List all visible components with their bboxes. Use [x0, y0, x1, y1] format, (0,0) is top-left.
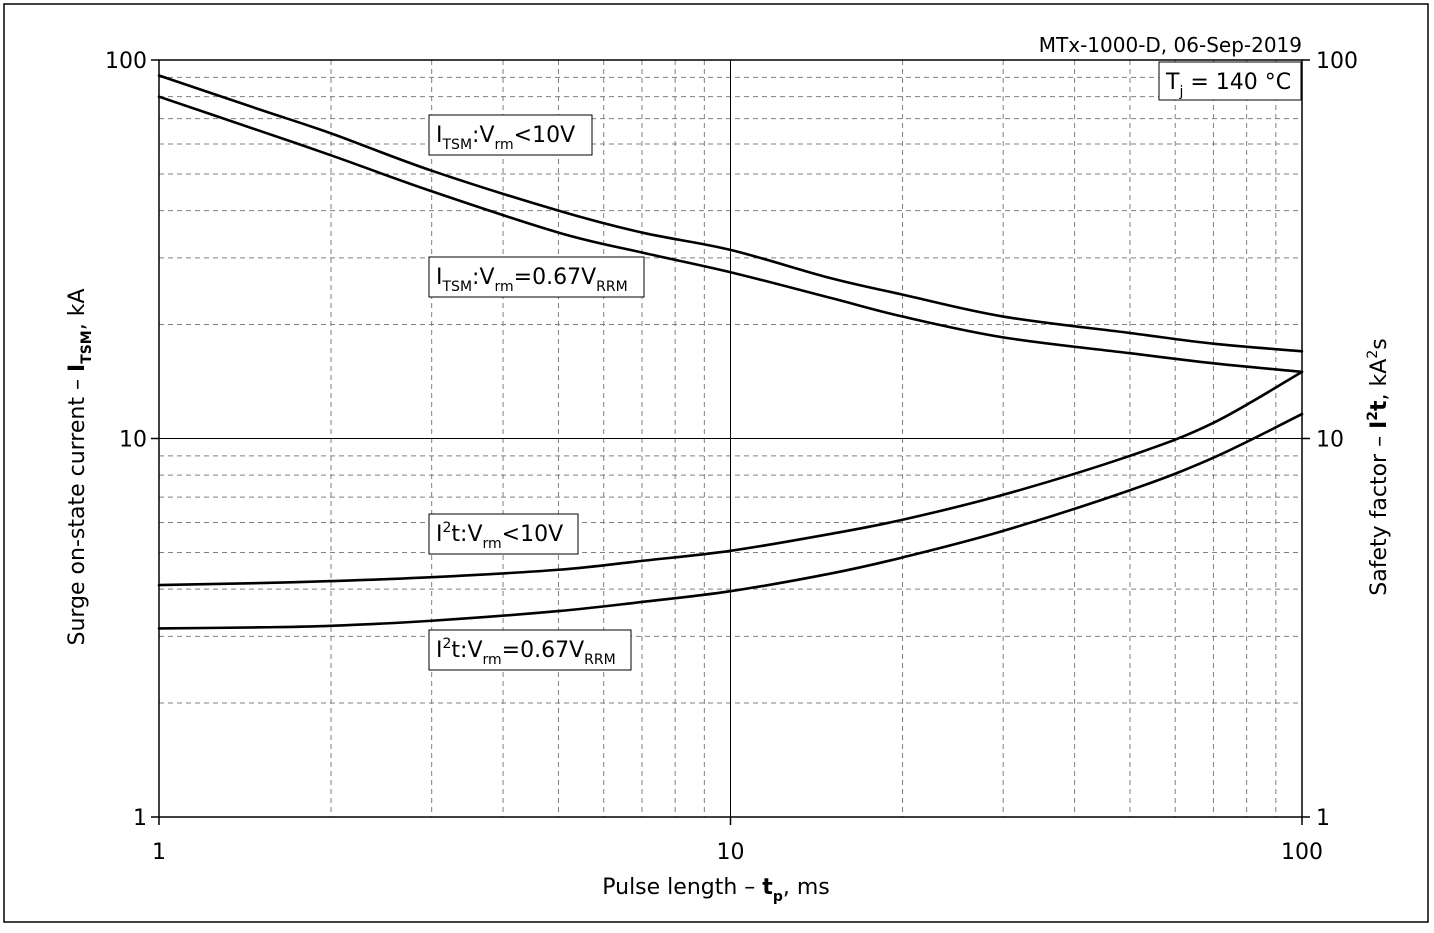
text-span: 2 — [1365, 411, 1381, 421]
y-axis-left-label: Surge on-state current – ITSM, kA — [65, 288, 95, 645]
series-i2t-vrm-lt-10v — [157, 370, 1304, 587]
text-span: 2 — [1365, 350, 1381, 359]
axis-ticks — [151, 59, 1310, 825]
series-label-box — [428, 513, 579, 555]
text-span: <10V — [502, 522, 563, 547]
major-grid — [159, 60, 1302, 817]
text-span: TSM — [442, 279, 473, 295]
text-span: j — [1178, 84, 1183, 100]
top-annotation: MTx-1000-D, 06-Sep-2019 — [1039, 33, 1302, 57]
text-span: Surge on-state current – — [65, 372, 90, 645]
text-span: =0.67V — [514, 265, 596, 290]
y-axis-right-label: Safety factor – I2t, kA2s — [1365, 338, 1392, 595]
series-label-text: I2t:Vrm<10V — [436, 520, 563, 552]
x-tick-label: 100 — [1281, 840, 1323, 865]
series-labels: ITSM:Vrm<10VITSM:Vrm=0.67VRRMI2t:Vrm<10V… — [428, 114, 645, 671]
text-span: I — [436, 638, 443, 663]
series-itsm-vrm-lt-10v — [157, 74, 1304, 353]
text-span: I — [436, 123, 443, 148]
axis-tick-labels: 1 10 100 1 10 100 1 10 100 — [105, 49, 1358, 865]
x-tick-label: 1 — [152, 840, 166, 865]
series-label-box — [428, 256, 645, 298]
text-span: t:V — [451, 522, 482, 547]
outer-frame — [3, 3, 1429, 923]
y-left-tick-label: 10 — [119, 428, 147, 453]
text-span: T — [1165, 70, 1180, 95]
series-label-text: ITSM:Vrm<10V — [436, 123, 575, 153]
x-tick-label: 10 — [717, 840, 745, 865]
label-itsm-vrm-067vrrm: ITSM:Vrm=0.67VRRM — [428, 256, 645, 298]
label-i2t-vrm-067vrrm: I2t:Vrm=0.67VRRM — [428, 629, 632, 671]
temperature-condition-text: Tj = 140 °C — [1165, 70, 1291, 100]
text-span: , kA — [65, 288, 90, 330]
text-span: 2 — [443, 636, 452, 652]
text-span: Pulse length – — [602, 875, 762, 900]
text-span: RRM — [584, 652, 616, 668]
text-span: p — [773, 889, 783, 905]
series-lines — [157, 74, 1304, 630]
y-left-tick-label: 100 — [105, 49, 147, 74]
text-span: =0.67V — [502, 638, 584, 663]
text-span: I — [436, 522, 443, 547]
text-span: t — [1367, 400, 1392, 411]
label-i2t-vrm-lt-10v: I2t:Vrm<10V — [428, 513, 579, 555]
series-itsm-vrm-067vrrm — [157, 95, 1304, 374]
y-left-tick-label: 1 — [133, 806, 147, 831]
series-label-text: ITSM:Vrm=0.67VRRM — [436, 265, 628, 295]
y-right-tick-label: 10 — [1316, 428, 1344, 453]
text-span: t:V — [451, 638, 482, 663]
text-span: <10V — [514, 123, 575, 148]
text-span: I — [65, 364, 90, 372]
series-label-box — [428, 114, 593, 156]
series-i2t-vrm-067vrrm — [157, 412, 1304, 630]
text-span: rm — [495, 279, 514, 295]
label-itsm-vrm-lt-10v: ITSM:Vrm<10V — [428, 114, 593, 156]
text-span: :V — [472, 265, 494, 290]
text-span: I — [1367, 421, 1392, 429]
text-span: , kA — [1367, 359, 1392, 401]
text-span: I — [436, 265, 443, 290]
text-span: RRM — [596, 279, 628, 295]
text-span: :V — [472, 123, 494, 148]
text-span: TSM — [442, 137, 473, 153]
text-span: s — [1367, 338, 1392, 349]
text-span: Safety factor – — [1367, 429, 1392, 596]
text-span: = 140 °C — [1183, 70, 1291, 95]
text-span: TSM — [79, 330, 95, 364]
text-span: rm — [495, 137, 514, 153]
series-label-text: I2t:Vrm=0.67VRRM — [436, 636, 616, 668]
x-axis-label: Pulse length – tp, ms — [602, 875, 830, 905]
y-right-tick-label: 100 — [1316, 49, 1358, 74]
y-right-tick-label: 1 — [1316, 806, 1330, 831]
text-span: 2 — [443, 520, 452, 536]
text-span: t — [762, 875, 773, 900]
series-label-box — [428, 629, 632, 671]
text-span: , ms — [783, 875, 830, 900]
text-span: rm — [483, 652, 502, 668]
text-span: rm — [483, 536, 502, 552]
temperature-condition-box: Tj = 140 °C — [1158, 61, 1302, 101]
